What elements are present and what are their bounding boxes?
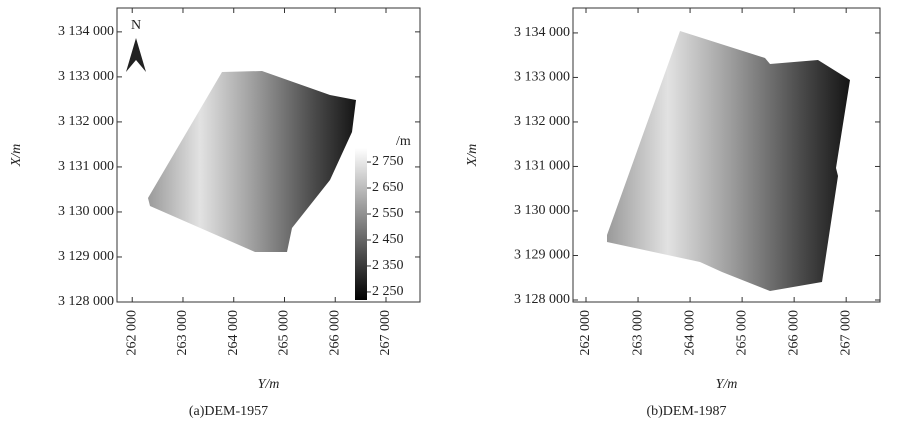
y-tick-label: 3 130 000	[514, 203, 570, 218]
x-tick-label: 262 000	[124, 310, 139, 356]
colorbar-tick-label: 2 350	[372, 258, 404, 273]
x-tick-label: 263 000	[175, 310, 190, 356]
x-tick-label: 267 000	[838, 310, 853, 356]
y-tick-label: 3 128 000	[514, 292, 570, 307]
panel-caption: (b)DEM-1987	[646, 404, 726, 419]
axis-box	[116, 7, 421, 303]
colorbar-tick-label: 2 450	[372, 232, 404, 247]
x-tick-label: 264 000	[226, 310, 241, 356]
y-tick-label: 3 129 000	[58, 249, 114, 264]
colorbar	[355, 148, 367, 300]
x-tick-label: 267 000	[378, 310, 393, 356]
x-axis-label: Y/m	[258, 377, 280, 392]
x-tick-label: 266 000	[786, 310, 801, 356]
colorbar-tick-label: 2 650	[372, 180, 404, 195]
y-tick-label: 3 131 000	[514, 159, 570, 174]
colorbar-tick-label: 2 250	[372, 284, 404, 299]
colorbar-tick-label: 2 550	[372, 206, 404, 221]
x-tick-label: 266 000	[327, 310, 342, 356]
x-tick-label: 265 000	[277, 310, 292, 356]
x-tick-label: 264 000	[682, 310, 697, 356]
y-tick-label: 3 129 000	[514, 248, 570, 263]
colorbar-tick-label: 2 750	[372, 154, 404, 169]
x-tick-label: 262 000	[578, 310, 593, 356]
y-tick-label: 3 132 000	[514, 114, 570, 129]
y-tick-label: 3 133 000	[514, 70, 570, 85]
y-axis-label: X/m	[9, 144, 24, 168]
axis-box	[572, 7, 881, 303]
dem-1957	[148, 71, 356, 252]
y-tick-label: 3 134 000	[514, 25, 570, 40]
y-tick-label: 3 134 000	[58, 24, 114, 39]
y-tick-label: 3 128 000	[58, 294, 114, 309]
x-tick-label: 265 000	[734, 310, 749, 356]
y-tick-label: 3 133 000	[58, 69, 114, 84]
x-tick-label: 263 000	[630, 310, 645, 356]
y-tick-label: 3 131 000	[58, 159, 114, 174]
y-tick-label: 3 132 000	[58, 114, 114, 129]
panel-caption: (a)DEM-1957	[189, 404, 268, 419]
north-label: N	[131, 18, 141, 33]
y-tick-label: 3 130 000	[58, 204, 114, 219]
dem-1987	[607, 31, 850, 291]
colorbar-unit: /m	[396, 134, 411, 149]
north-arrow	[126, 38, 146, 72]
y-axis-label: X/m	[465, 144, 480, 168]
x-axis-label: Y/m	[716, 377, 738, 392]
